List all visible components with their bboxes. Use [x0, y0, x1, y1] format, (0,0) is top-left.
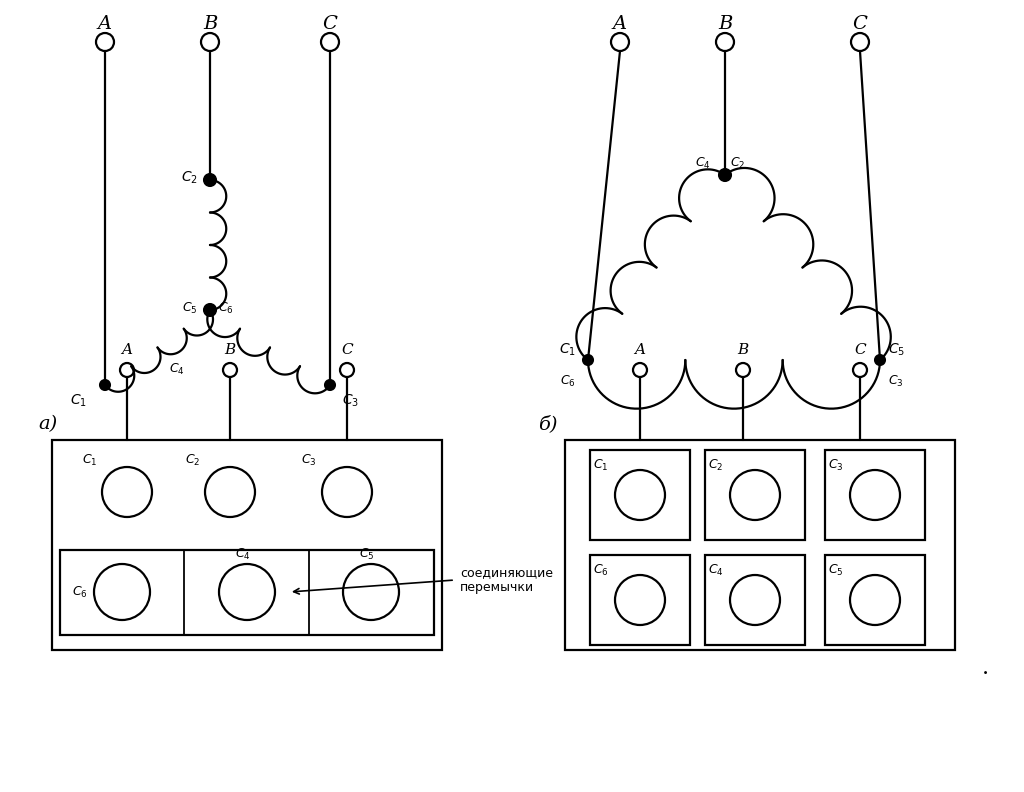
Bar — [60, 550, 434, 635]
Circle shape — [325, 380, 335, 390]
Text: A: A — [613, 15, 627, 33]
Text: $C_5$: $C_5$ — [359, 547, 375, 562]
Text: $C_3$: $C_3$ — [828, 458, 844, 473]
Text: $C_2$: $C_2$ — [730, 156, 745, 171]
Circle shape — [583, 355, 593, 365]
Bar — [825, 555, 925, 645]
Text: $C_6$: $C_6$ — [73, 584, 88, 600]
Circle shape — [204, 174, 216, 186]
Text: B: B — [203, 15, 217, 33]
Text: $C_2$: $C_2$ — [181, 169, 198, 186]
Text: $C_1$: $C_1$ — [559, 341, 575, 358]
Text: C: C — [854, 343, 866, 357]
Text: $C_2$: $C_2$ — [708, 458, 723, 473]
Bar — [52, 440, 442, 650]
Text: $C_4$: $C_4$ — [708, 563, 724, 578]
Circle shape — [204, 304, 216, 316]
Circle shape — [874, 355, 885, 365]
Text: $C_6$: $C_6$ — [560, 374, 575, 389]
Bar — [705, 450, 805, 540]
Bar — [825, 450, 925, 540]
Text: B: B — [224, 343, 236, 357]
Text: $C_2$: $C_2$ — [184, 453, 200, 468]
Text: C: C — [853, 15, 867, 33]
Text: а): а) — [38, 415, 57, 433]
Text: A: A — [122, 343, 132, 357]
Text: $C_5$: $C_5$ — [888, 341, 905, 358]
Text: $C_3$: $C_3$ — [342, 393, 359, 409]
Text: $C_6$: $C_6$ — [593, 563, 608, 578]
Bar — [705, 555, 805, 645]
Text: .: . — [981, 657, 988, 679]
Text: $C_6$: $C_6$ — [218, 300, 233, 315]
Text: B: B — [737, 343, 749, 357]
Text: б): б) — [538, 415, 557, 433]
Text: $C_4$: $C_4$ — [695, 156, 711, 171]
Text: A: A — [635, 343, 645, 357]
Text: B: B — [718, 15, 732, 33]
Text: $C_5$: $C_5$ — [828, 563, 844, 578]
Text: $C_4$: $C_4$ — [169, 362, 185, 377]
Text: $C_5$: $C_5$ — [182, 300, 198, 315]
Text: $C_3$: $C_3$ — [301, 453, 317, 468]
Text: $C_4$: $C_4$ — [234, 547, 251, 562]
Circle shape — [719, 169, 731, 181]
Circle shape — [100, 380, 110, 390]
Text: $C_1$: $C_1$ — [70, 393, 87, 409]
Text: C: C — [323, 15, 338, 33]
Bar — [565, 440, 955, 650]
Text: соединяющие
перемычки: соединяющие перемычки — [460, 566, 553, 594]
Bar — [590, 450, 690, 540]
Bar — [590, 555, 690, 645]
Text: $C_3$: $C_3$ — [888, 374, 903, 389]
Text: A: A — [98, 15, 112, 33]
Text: C: C — [341, 343, 353, 357]
Text: $C_1$: $C_1$ — [593, 458, 608, 473]
Text: $C_1$: $C_1$ — [82, 453, 97, 468]
